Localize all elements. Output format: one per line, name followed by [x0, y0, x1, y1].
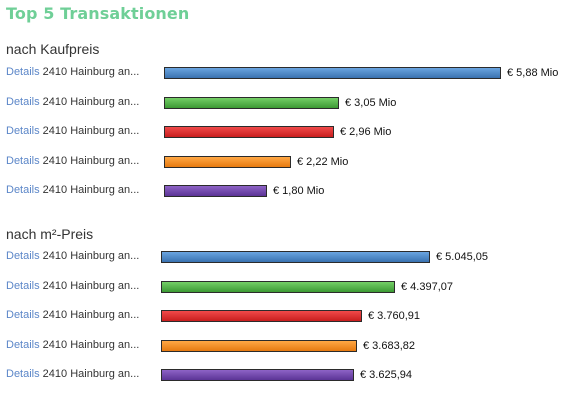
value-label: € 3.760,91	[368, 310, 420, 322]
bar	[164, 67, 501, 79]
row-label: Details 2410 Hainburg an...	[6, 125, 139, 138]
category-label: 2410 Hainburg an...	[39, 184, 140, 196]
bar	[161, 251, 430, 263]
value-label: € 3.625,94	[360, 369, 412, 381]
category-label: 2410 Hainburg an...	[39, 338, 140, 351]
row-label: Details 2410 Hainburg an...	[6, 155, 139, 168]
page-title: Top 5 Transaktionen	[6, 4, 190, 23]
category-label: 2410 Hainburg an...	[39, 250, 140, 262]
row-label: Details 2410 Hainburg an...	[6, 66, 139, 79]
details-link[interactable]: Details	[6, 279, 40, 292]
details-link[interactable]: Details	[6, 154, 40, 167]
value-label: € 2,96 Mio	[340, 126, 392, 138]
category-label: 2410 Hainburg an...	[39, 66, 140, 78]
category-label: 2410 Hainburg an...	[39, 368, 140, 380]
bar	[161, 369, 354, 381]
details-link[interactable]: Details	[6, 368, 40, 380]
bar	[161, 280, 395, 293]
bar	[161, 339, 357, 352]
row-label: Details 2410 Hainburg an...	[6, 184, 139, 197]
details-link[interactable]: Details	[6, 184, 40, 196]
category-label: 2410 Hainburg an...	[39, 95, 140, 108]
value-label: € 3,05 Mio	[345, 96, 397, 109]
details-link[interactable]: Details	[6, 66, 40, 78]
category-label: 2410 Hainburg an...	[39, 309, 140, 321]
row-label: Details 2410 Hainburg an...	[6, 368, 139, 381]
value-label: € 5,88 Mio	[507, 67, 559, 79]
value-label: € 5.045,05	[436, 251, 488, 263]
details-link[interactable]: Details	[6, 95, 40, 108]
value-label: € 3.683,82	[363, 339, 415, 352]
category-label: 2410 Hainburg an...	[39, 154, 140, 167]
bar	[164, 185, 267, 197]
row-label: Details 2410 Hainburg an...	[6, 309, 139, 322]
category-label: 2410 Hainburg an...	[39, 125, 140, 137]
section-heading-1: nach Kaufpreis	[6, 41, 100, 57]
row-label: Details 2410 Hainburg an...	[6, 280, 139, 293]
value-label: € 1,80 Mio	[273, 185, 325, 197]
details-link[interactable]: Details	[6, 125, 40, 137]
bar	[164, 155, 291, 168]
section-heading-2: nach m²-Preis	[6, 226, 94, 242]
category-label: 2410 Hainburg an...	[39, 279, 140, 292]
row-label: Details 2410 Hainburg an...	[6, 96, 139, 109]
bar	[161, 310, 362, 322]
bar	[164, 96, 339, 109]
value-label: € 2,22 Mio	[297, 155, 349, 168]
details-link[interactable]: Details	[6, 250, 40, 262]
row-label: Details 2410 Hainburg an...	[6, 339, 139, 352]
details-link[interactable]: Details	[6, 309, 40, 321]
row-label: Details 2410 Hainburg an...	[6, 250, 139, 263]
details-link[interactable]: Details	[6, 338, 40, 351]
value-label: € 4.397,07	[401, 280, 453, 293]
bar	[164, 126, 334, 138]
